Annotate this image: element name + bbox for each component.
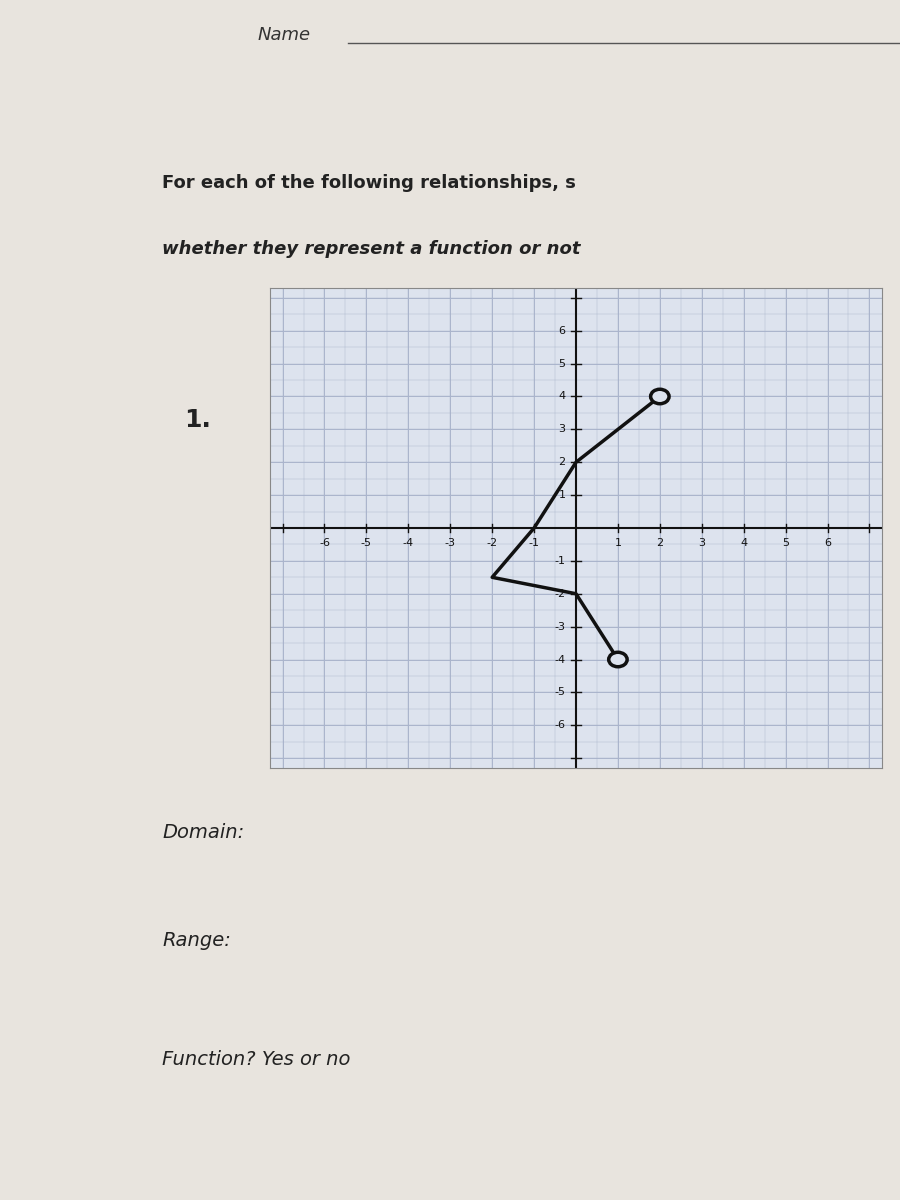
Text: -3: -3 bbox=[554, 622, 565, 631]
Text: -4: -4 bbox=[554, 654, 565, 665]
Text: 1: 1 bbox=[615, 538, 621, 548]
Circle shape bbox=[608, 653, 627, 667]
Text: 3: 3 bbox=[698, 538, 706, 548]
Circle shape bbox=[651, 389, 669, 403]
Text: 4: 4 bbox=[558, 391, 565, 402]
Text: Domain:: Domain: bbox=[162, 823, 244, 842]
Text: Function? Yes or no: Function? Yes or no bbox=[162, 1050, 350, 1069]
Text: -1: -1 bbox=[528, 538, 540, 548]
Text: -5: -5 bbox=[554, 688, 565, 697]
Text: Range:: Range: bbox=[162, 931, 231, 950]
Text: 5: 5 bbox=[559, 359, 565, 368]
Text: 5: 5 bbox=[782, 538, 789, 548]
Text: -2: -2 bbox=[487, 538, 498, 548]
Text: 1.: 1. bbox=[184, 408, 212, 432]
Text: For each of the following relationships, s: For each of the following relationships,… bbox=[162, 174, 576, 192]
Text: 2: 2 bbox=[558, 457, 565, 467]
Text: -3: -3 bbox=[445, 538, 455, 548]
Text: -4: -4 bbox=[403, 538, 414, 548]
Text: 4: 4 bbox=[740, 538, 747, 548]
Text: -2: -2 bbox=[554, 589, 565, 599]
Text: 1: 1 bbox=[559, 490, 565, 500]
Text: -5: -5 bbox=[361, 538, 372, 548]
Text: 6: 6 bbox=[559, 325, 565, 336]
Text: -6: -6 bbox=[554, 720, 565, 731]
Text: 3: 3 bbox=[559, 425, 565, 434]
Text: Name: Name bbox=[257, 26, 310, 44]
Text: -6: -6 bbox=[319, 538, 330, 548]
Text: 6: 6 bbox=[824, 538, 831, 548]
Text: 2: 2 bbox=[656, 538, 663, 548]
Text: -1: -1 bbox=[554, 556, 565, 566]
Text: whether they represent a function or not: whether they represent a function or not bbox=[162, 240, 580, 258]
